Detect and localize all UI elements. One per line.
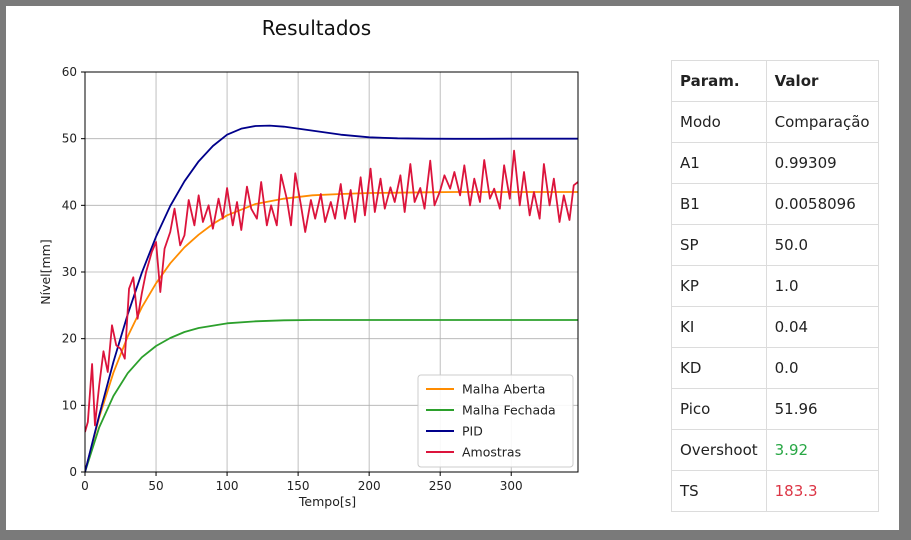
param-value-modo: Comparação bbox=[765, 101, 879, 143]
legend-label: Malha Aberta bbox=[462, 382, 545, 397]
y-tick-label: 10 bbox=[62, 398, 77, 412]
series-line-amostras bbox=[85, 149, 578, 433]
legend-label: Amostras bbox=[462, 445, 521, 460]
table-row: Overshoot 3.92 bbox=[671, 429, 879, 471]
legend-box bbox=[417, 374, 574, 468]
param-value-a1: 0.99309 bbox=[765, 142, 879, 184]
x-tick-label: 0 bbox=[81, 479, 89, 493]
x-tick-label: 150 bbox=[287, 479, 310, 493]
results-chart: Resultados 0 50 100 150 200 250 300 0 10 20 30 40 50 6… bbox=[38, 16, 579, 509]
chart-title: Resultados bbox=[262, 16, 371, 40]
x-tick-label: 200 bbox=[358, 479, 381, 493]
table-row: KI 0.04 bbox=[671, 306, 879, 348]
param-name-kp: KP bbox=[671, 265, 767, 307]
param-name-b1: B1 bbox=[671, 183, 767, 225]
y-axis-label: Nível[mm] bbox=[38, 239, 53, 305]
param-value-overshoot: 3.92 bbox=[765, 429, 879, 471]
param-value-kd: 0.0 bbox=[765, 347, 879, 389]
x-axis-label: Tempo[s] bbox=[298, 494, 356, 509]
params-table: Param. Valor Modo Comparação A1 0.99309 … bbox=[671, 60, 879, 512]
table-row: B1 0.0058096 bbox=[671, 183, 879, 225]
param-value-b1: 0.0058096 bbox=[765, 183, 879, 225]
table-row: SP 50.0 bbox=[671, 224, 879, 266]
y-tick-label: 40 bbox=[62, 198, 77, 212]
x-tick-label: 250 bbox=[429, 479, 452, 493]
param-name-sp: SP bbox=[671, 224, 767, 266]
param-name-pico: Pico bbox=[671, 388, 767, 430]
param-value-ki: 0.04 bbox=[765, 306, 879, 348]
table-header-row: Param. Valor bbox=[671, 60, 879, 102]
table-row: TS 183.3 bbox=[671, 470, 879, 512]
y-tick-label: 20 bbox=[62, 332, 77, 346]
y-tick-label: 30 bbox=[62, 265, 77, 279]
param-name-modo: Modo bbox=[671, 101, 767, 143]
table-row: Modo Comparação bbox=[671, 101, 879, 143]
table-row: KD 0.0 bbox=[671, 347, 879, 389]
table-row: KP 1.0 bbox=[671, 265, 879, 307]
param-name-overshoot: Overshoot bbox=[671, 429, 767, 471]
param-value-sp: 50.0 bbox=[765, 224, 879, 266]
y-tick-label: 60 bbox=[62, 65, 77, 79]
y-tick-label: 50 bbox=[62, 132, 77, 146]
results-panel: Resultados 0 50 100 150 200 250 300 0 10 20 30 40 50 6… bbox=[6, 6, 899, 530]
param-name-ts: TS bbox=[671, 470, 767, 512]
table-row: Pico 51.96 bbox=[671, 388, 879, 430]
series-line-pid bbox=[85, 124, 578, 472]
x-tick-label: 50 bbox=[148, 479, 163, 493]
table-row: A1 0.99309 bbox=[671, 142, 879, 184]
series-line-malha-fechada bbox=[85, 319, 578, 472]
param-value-kp: 1.0 bbox=[765, 265, 879, 307]
x-tick-label: 300 bbox=[500, 479, 523, 493]
x-tick-label: 100 bbox=[216, 479, 239, 493]
legend-label: Malha Fechada bbox=[462, 403, 556, 418]
param-name-a1: A1 bbox=[671, 142, 767, 184]
header-param: Param. bbox=[671, 60, 767, 102]
header-value: Valor bbox=[765, 60, 879, 102]
param-name-ki: KI bbox=[671, 306, 767, 348]
legend-label: PID bbox=[462, 424, 483, 439]
param-value-pico: 51.96 bbox=[765, 388, 879, 430]
param-name-kd: KD bbox=[671, 347, 767, 389]
param-value-ts: 183.3 bbox=[765, 470, 879, 512]
y-tick-label: 0 bbox=[69, 465, 77, 479]
